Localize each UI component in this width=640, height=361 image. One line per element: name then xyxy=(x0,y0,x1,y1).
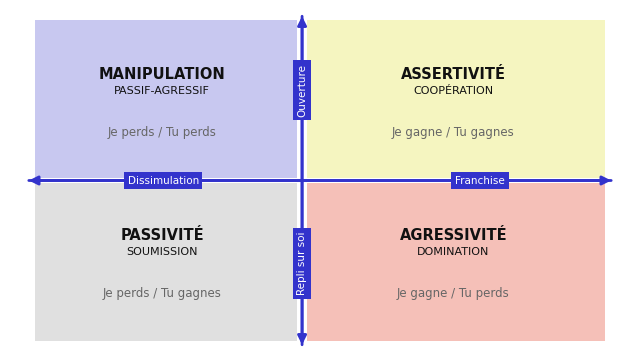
Text: PASSIF-AGRESSIF: PASSIF-AGRESSIF xyxy=(115,86,210,96)
Text: Franchise: Franchise xyxy=(455,175,505,186)
Text: DOMINATION: DOMINATION xyxy=(417,247,490,257)
Bar xyxy=(35,20,297,178)
Bar xyxy=(35,183,297,341)
Text: PASSIVITÉ: PASSIVITÉ xyxy=(120,228,204,243)
Text: Je gagne / Tu gagnes: Je gagne / Tu gagnes xyxy=(392,126,515,139)
Text: Je gagne / Tu perds: Je gagne / Tu perds xyxy=(397,287,510,300)
Text: Je perds / Tu gagnes: Je perds / Tu gagnes xyxy=(103,287,221,300)
Bar xyxy=(307,20,605,178)
Bar xyxy=(307,183,605,341)
Text: Je perds / Tu perds: Je perds / Tu perds xyxy=(108,126,217,139)
Text: Ouverture: Ouverture xyxy=(297,64,307,117)
Text: Dissimulation: Dissimulation xyxy=(127,175,199,186)
Text: Repli sur soi: Repli sur soi xyxy=(297,232,307,295)
Text: SOUMISSION: SOUMISSION xyxy=(127,247,198,257)
Text: ASSERTIVITÉ: ASSERTIVITÉ xyxy=(401,68,506,82)
Text: AGRESSIVITÉ: AGRESSIVITÉ xyxy=(399,228,508,243)
Text: COOPÉRATION: COOPÉRATION xyxy=(413,86,493,96)
Text: MANIPULATION: MANIPULATION xyxy=(99,68,226,82)
